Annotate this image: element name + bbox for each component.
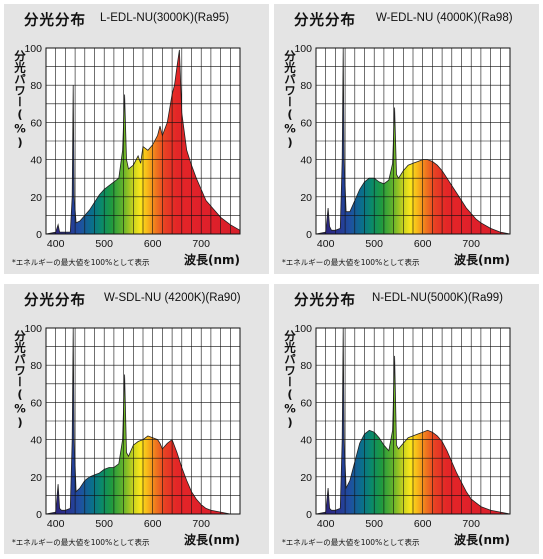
footnote: *エネルギーの最大値を100%として表示 bbox=[282, 538, 420, 547]
y-tick-label: 0 bbox=[306, 509, 312, 521]
x-axis-label: 波長(nm) bbox=[454, 253, 511, 267]
y-tick-label: 100 bbox=[24, 43, 42, 55]
y-tick-label: 0 bbox=[36, 229, 42, 241]
panel-title: 分光分布 bbox=[294, 293, 356, 309]
x-tick-label: 500 bbox=[95, 238, 113, 250]
y-tick-label: 20 bbox=[300, 472, 312, 484]
spectrum-chart: 0 20 40 60 80 100 400 500 600 700 bbox=[24, 323, 241, 530]
spectrum-panel-2: 分光分布 W-EDL-NU (4000K)(Ra98) 分光パワー(%) *エネルギー… bbox=[274, 4, 539, 274]
model-name: W-SDL-NU (4200K)(Ra90) bbox=[104, 292, 241, 304]
y-tick-label: 0 bbox=[306, 229, 312, 241]
y-tick-label: 40 bbox=[30, 435, 42, 447]
x-tick-label: 600 bbox=[414, 518, 432, 530]
x-axis-label: 波長(nm) bbox=[184, 533, 241, 547]
y-tick-label: 60 bbox=[300, 397, 312, 409]
model-name: L-EDL-NU(3000K)(Ra95) bbox=[100, 12, 230, 24]
footnote: *エネルギーの最大値を100%として表示 bbox=[282, 258, 420, 267]
spectrum-chart: 0 20 40 60 80 100 400 500 600 700 bbox=[294, 323, 511, 530]
x-tick-label: 700 bbox=[192, 518, 210, 530]
x-tick-label: 700 bbox=[462, 238, 480, 250]
x-tick-label: 700 bbox=[462, 518, 480, 530]
panel-title: 分光分布 bbox=[24, 13, 86, 29]
spectrum-chart: 0 20 40 60 80 100 400 500 600 700 bbox=[294, 43, 511, 250]
plot-frame bbox=[315, 47, 511, 235]
y-tick-label: 80 bbox=[30, 360, 42, 372]
y-tick-label: 40 bbox=[300, 435, 312, 447]
footnote: *エネルギーの最大値を100%として表示 bbox=[12, 538, 150, 547]
panel-title: 分光分布 bbox=[294, 13, 356, 29]
y-tick-label: 60 bbox=[300, 117, 312, 129]
x-tick-label: 600 bbox=[144, 238, 162, 250]
x-tick-label: 600 bbox=[144, 518, 162, 530]
y-tick-label: 80 bbox=[30, 80, 42, 92]
y-tick-label: 20 bbox=[300, 192, 312, 204]
x-tick-label: 400 bbox=[317, 518, 335, 530]
spectrum-panel-4: 分光分布 N-EDL-NU(5000K)(Ra99) 分光パワー(%) *エネルギーの… bbox=[274, 284, 539, 554]
x-axis-label: 波長(nm) bbox=[184, 253, 241, 267]
y-tick-label: 0 bbox=[36, 509, 42, 521]
spectrum-chart: 0 20 40 60 80 100 400 500 600 700 bbox=[24, 43, 241, 250]
y-tick-label: 60 bbox=[30, 397, 42, 409]
x-tick-label: 400 bbox=[317, 238, 335, 250]
y-axis-label: 分光パワー(%) bbox=[13, 330, 27, 430]
x-tick-label: 400 bbox=[47, 518, 65, 530]
spectrum-panel-1: 分光分布 L-EDL-NU(3000K)(Ra95) 分光パワー(%) *エネルギーの… bbox=[4, 4, 269, 274]
y-tick-label: 100 bbox=[294, 323, 312, 335]
plot-frame bbox=[315, 327, 511, 515]
x-tick-label: 600 bbox=[414, 238, 432, 250]
y-tick-label: 100 bbox=[24, 323, 42, 335]
x-tick-label: 500 bbox=[95, 518, 113, 530]
x-tick-label: 500 bbox=[365, 518, 383, 530]
y-axis-label: 分光パワー(%) bbox=[283, 50, 297, 150]
x-tick-label: 400 bbox=[47, 238, 65, 250]
plot-frame bbox=[45, 327, 241, 515]
plot-frame bbox=[45, 47, 241, 235]
y-tick-label: 100 bbox=[294, 43, 312, 55]
model-name: N-EDL-NU(5000K)(Ra99) bbox=[372, 292, 504, 304]
y-axis-label: 分光パワー(%) bbox=[13, 50, 27, 150]
y-axis-label: 分光パワー(%) bbox=[283, 330, 297, 430]
spectrum-panel-3: 分光分布 W-SDL-NU (4200K)(Ra90) 分光パワー(%) *エネルギー… bbox=[4, 284, 269, 554]
footnote: *エネルギーの最大値を100%として表示 bbox=[12, 258, 150, 267]
y-tick-label: 40 bbox=[300, 155, 312, 167]
x-axis-label: 波長(nm) bbox=[454, 533, 511, 547]
panel-title: 分光分布 bbox=[24, 293, 86, 309]
y-tick-label: 20 bbox=[30, 192, 42, 204]
y-tick-label: 20 bbox=[30, 472, 42, 484]
x-tick-label: 500 bbox=[365, 238, 383, 250]
y-tick-label: 40 bbox=[30, 155, 42, 167]
y-tick-label: 60 bbox=[30, 117, 42, 129]
model-name: W-EDL-NU (4000K)(Ra98) bbox=[376, 12, 513, 24]
x-tick-label: 700 bbox=[192, 238, 210, 250]
y-tick-label: 80 bbox=[300, 80, 312, 92]
y-tick-label: 80 bbox=[300, 360, 312, 372]
